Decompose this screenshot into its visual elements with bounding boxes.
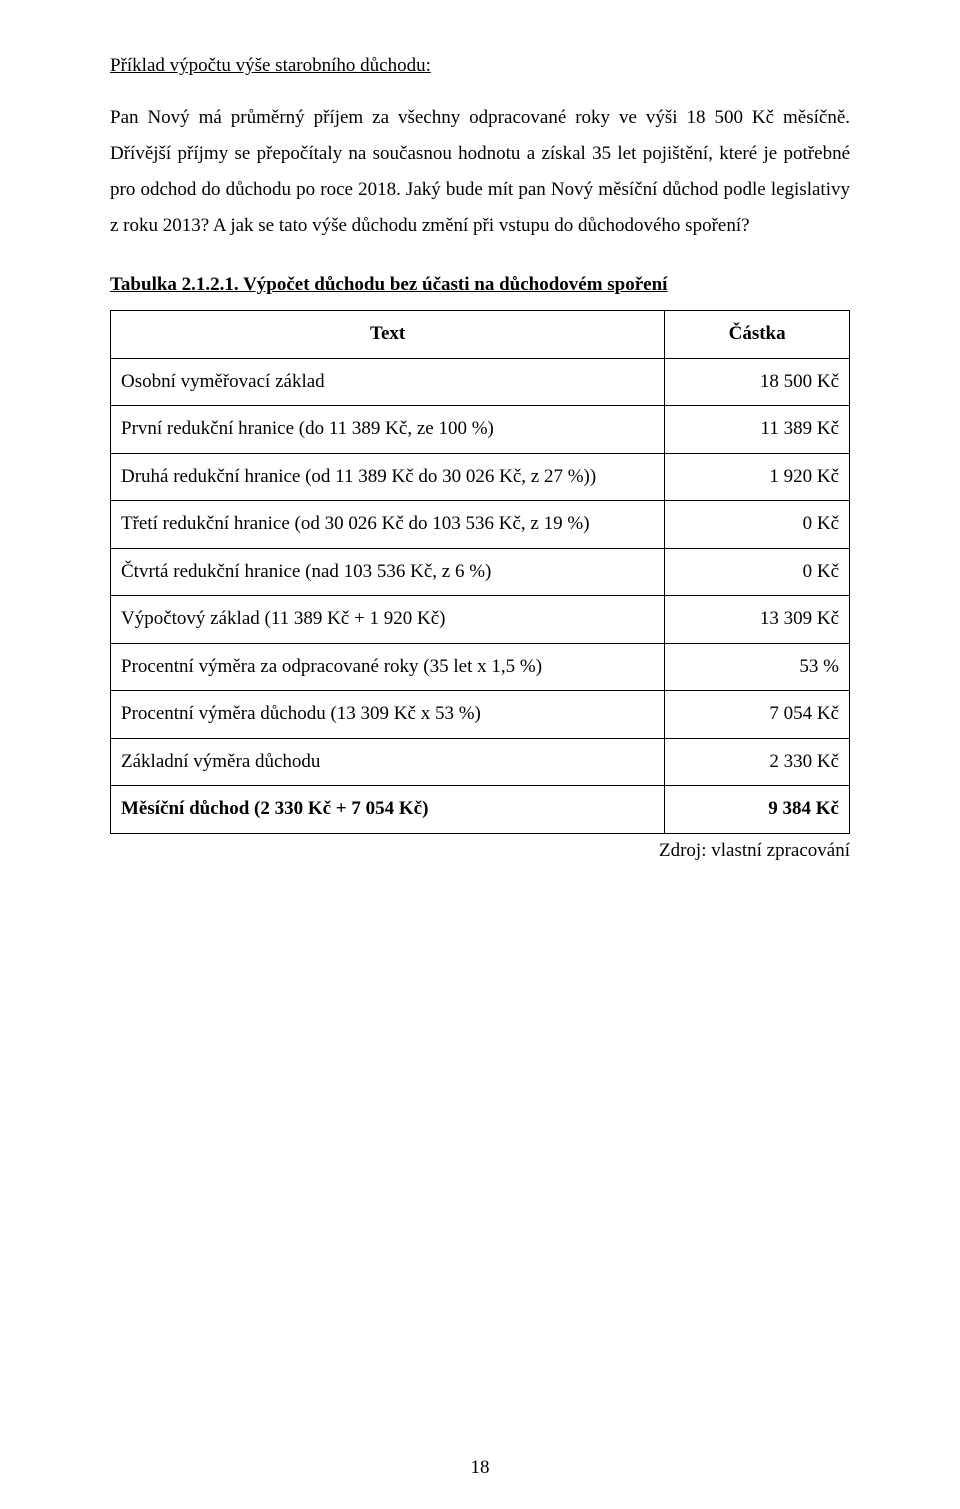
row-label: Základní výměra důchodu bbox=[111, 738, 665, 786]
row-label: Procentní výměra důchodu (13 309 Kč x 53… bbox=[111, 691, 665, 739]
row-label: Čtvrtá redukční hranice (nad 103 536 Kč,… bbox=[111, 548, 665, 596]
row-amount: 53 % bbox=[665, 643, 850, 691]
example-heading: Příklad výpočtu výše starobního důchodu: bbox=[110, 48, 850, 84]
row-amount: 18 500 Kč bbox=[665, 358, 850, 406]
row-label: Druhá redukční hranice (od 11 389 Kč do … bbox=[111, 453, 665, 501]
row-amount: 13 309 Kč bbox=[665, 596, 850, 644]
table-row: Výpočtový základ (11 389 Kč + 1 920 Kč) … bbox=[111, 596, 850, 644]
table-row: Procentní výměra důchodu (13 309 Kč x 53… bbox=[111, 691, 850, 739]
row-amount: 0 Kč bbox=[665, 501, 850, 549]
table-header-row: Text Částka bbox=[111, 311, 850, 359]
table-row: Druhá redukční hranice (od 11 389 Kč do … bbox=[111, 453, 850, 501]
example-paragraph: Pan Nový má průměrný příjem za všechny o… bbox=[110, 100, 850, 244]
row-label: Procentní výměra za odpracované roky (35… bbox=[111, 643, 665, 691]
row-amount: 2 330 Kč bbox=[665, 738, 850, 786]
row-label: Osobní vyměřovací základ bbox=[111, 358, 665, 406]
page-number: 18 bbox=[0, 1457, 960, 1479]
table-row: Základní výměra důchodu 2 330 Kč bbox=[111, 738, 850, 786]
table-row: Procentní výměra za odpracované roky (35… bbox=[111, 643, 850, 691]
row-amount: 7 054 Kč bbox=[665, 691, 850, 739]
row-label: Třetí redukční hranice (od 30 026 Kč do … bbox=[111, 501, 665, 549]
example-heading-text: Příklad výpočtu výše starobního důchodu: bbox=[110, 55, 431, 76]
row-label: První redukční hranice (do 11 389 Kč, ze… bbox=[111, 406, 665, 454]
row-amount: 1 920 Kč bbox=[665, 453, 850, 501]
row-label: Měsíční důchod (2 330 Kč + 7 054 Kč) bbox=[111, 786, 665, 834]
page: Příklad výpočtu výše starobního důchodu:… bbox=[0, 0, 960, 1509]
table-row: Třetí redukční hranice (od 30 026 Kč do … bbox=[111, 501, 850, 549]
table-title-text: Tabulka 2.1.2.1. Výpočet důchodu bez úča… bbox=[110, 274, 667, 295]
row-amount: 0 Kč bbox=[665, 548, 850, 596]
table-body: Osobní vyměřovací základ 18 500 Kč První… bbox=[111, 358, 850, 833]
row-label: Výpočtový základ (11 389 Kč + 1 920 Kč) bbox=[111, 596, 665, 644]
row-amount: 9 384 Kč bbox=[665, 786, 850, 834]
table-row: První redukční hranice (do 11 389 Kč, ze… bbox=[111, 406, 850, 454]
table-title: Tabulka 2.1.2.1. Výpočet důchodu bez úča… bbox=[110, 274, 850, 296]
pension-calc-table: Text Částka Osobní vyměřovací základ 18 … bbox=[110, 310, 850, 834]
table-row: Čtvrtá redukční hranice (nad 103 536 Kč,… bbox=[111, 548, 850, 596]
table-row: Osobní vyměřovací základ 18 500 Kč bbox=[111, 358, 850, 406]
table-row: Měsíční důchod (2 330 Kč + 7 054 Kč) 9 3… bbox=[111, 786, 850, 834]
header-amount: Částka bbox=[665, 311, 850, 359]
header-text: Text bbox=[111, 311, 665, 359]
row-amount: 11 389 Kč bbox=[665, 406, 850, 454]
source-note: Zdroj: vlastní zpracování bbox=[110, 840, 850, 862]
